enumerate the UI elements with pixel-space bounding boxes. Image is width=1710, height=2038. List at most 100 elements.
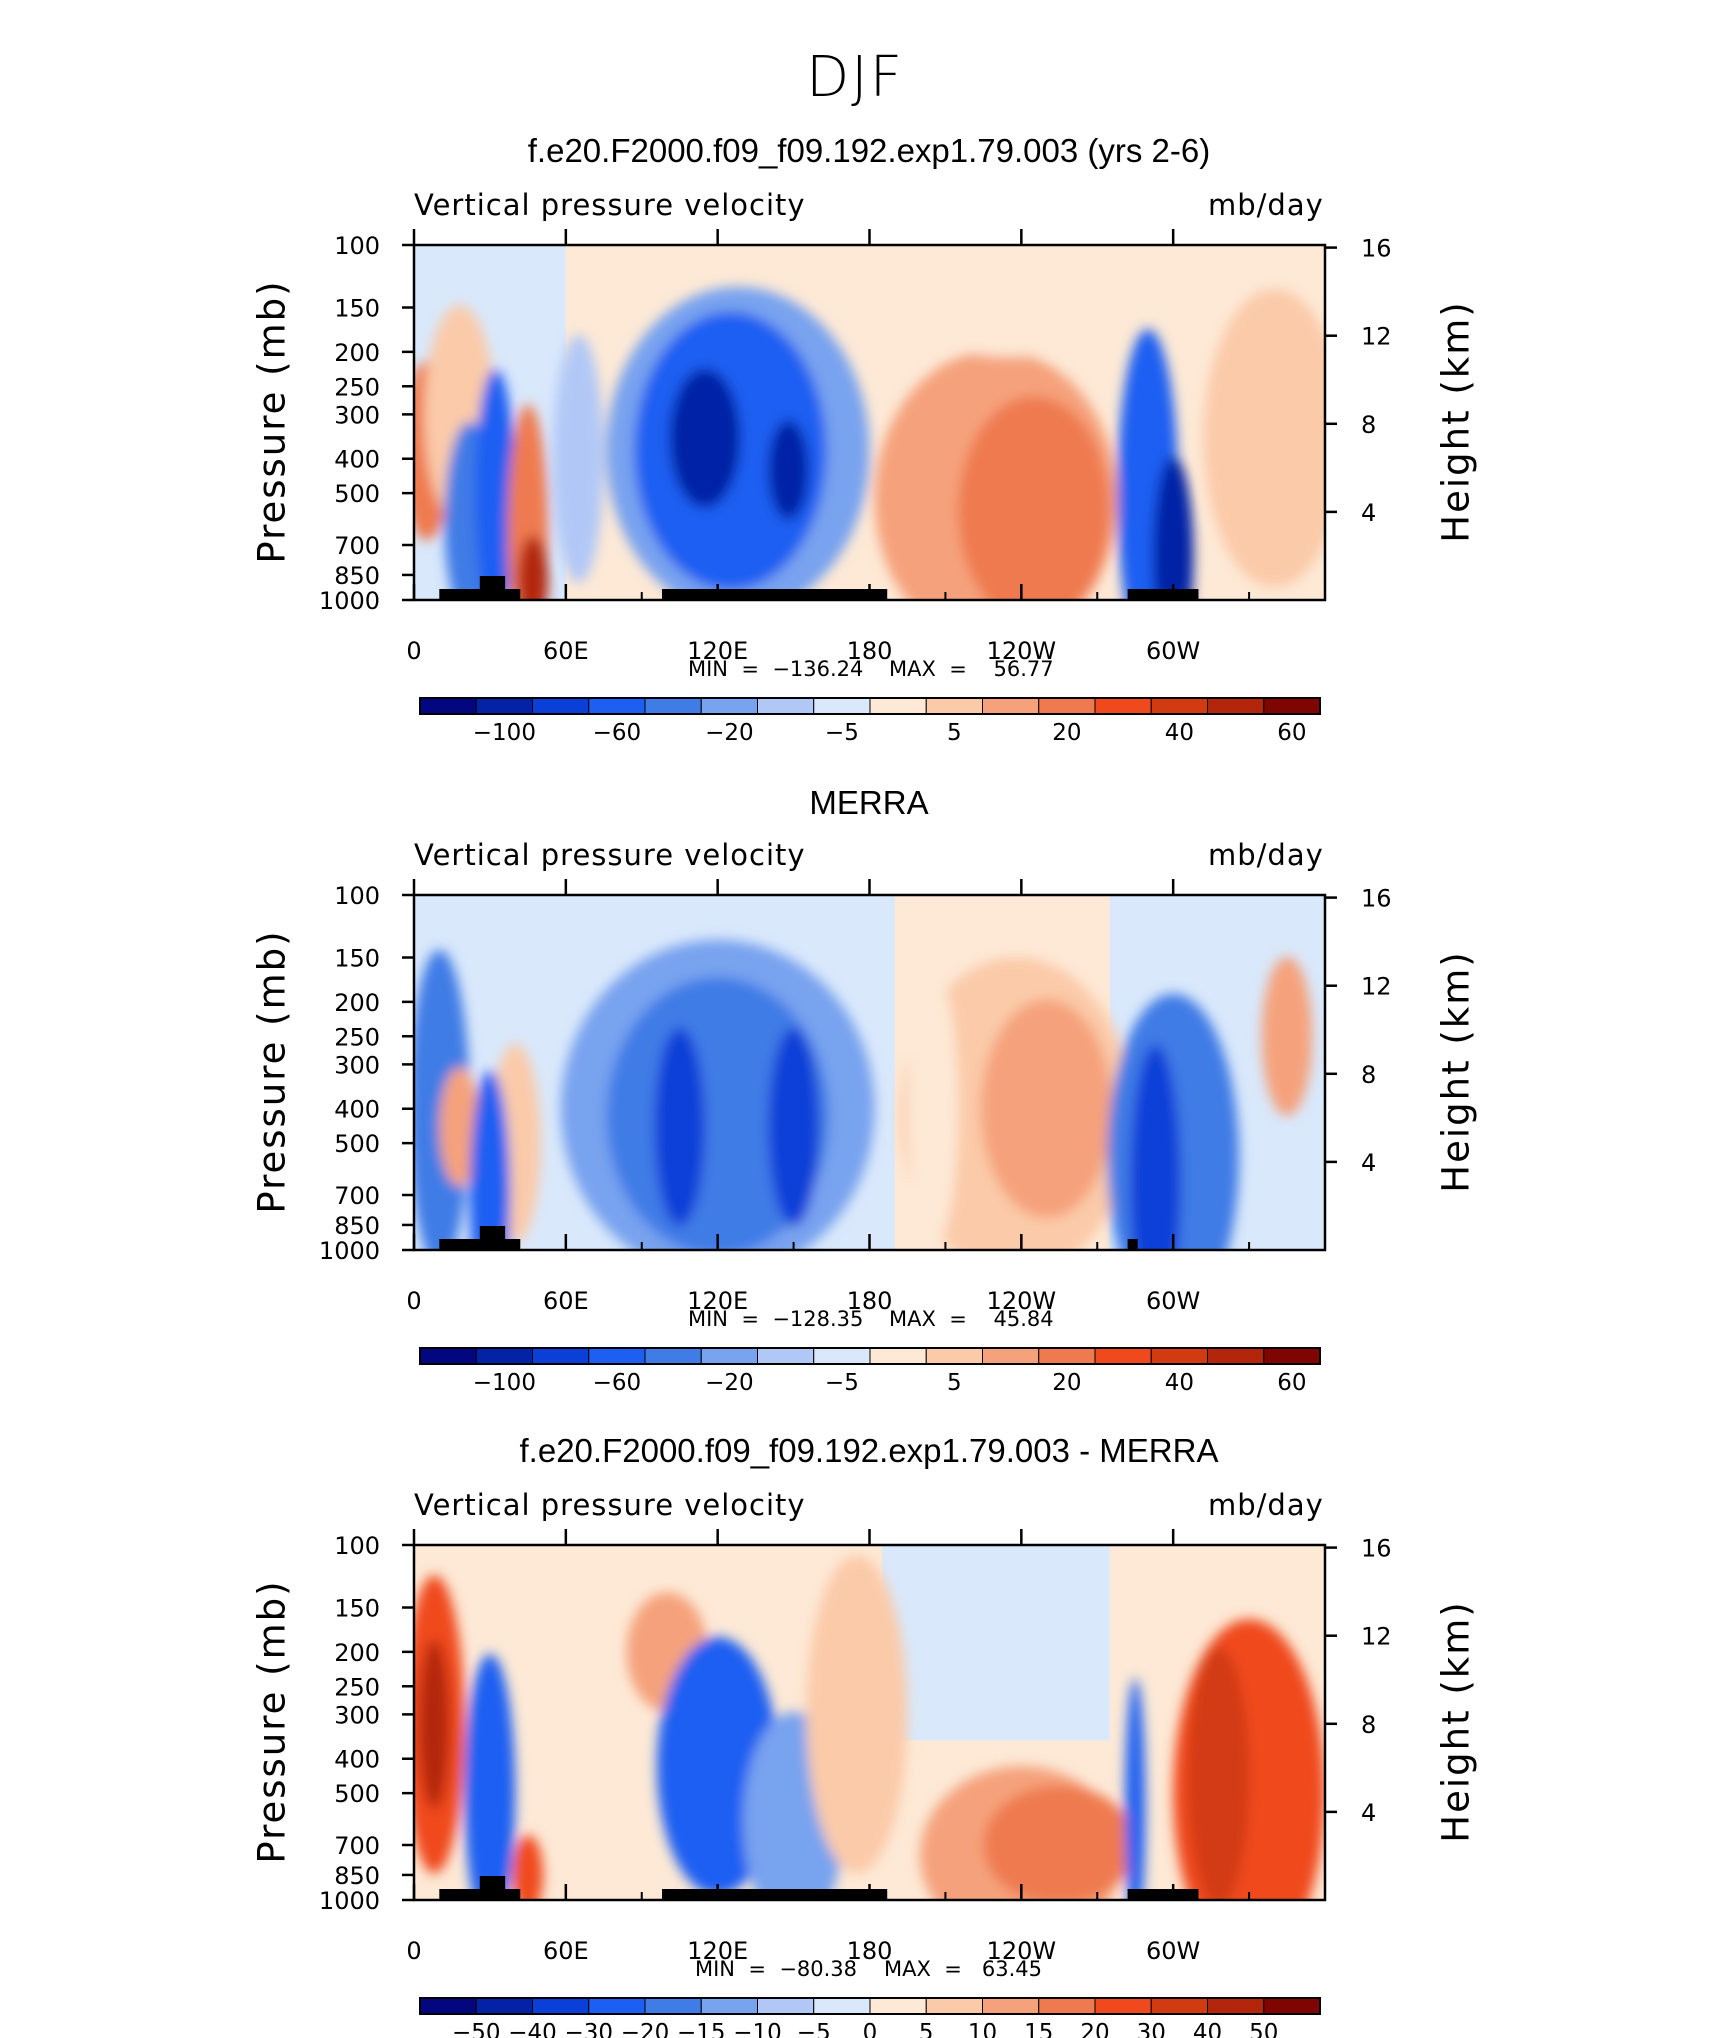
- colorbar-swatch: [644, 1347, 702, 1365]
- colorbar-label: −30: [564, 2020, 613, 2038]
- x-tick-label: 120W: [987, 637, 1057, 665]
- colorbar-swatch: [1038, 697, 1096, 715]
- x-tick-label: 120E: [687, 1937, 748, 1965]
- max-label: MAX = 56.77: [889, 657, 1054, 681]
- contour-blob: [464, 1654, 516, 1900]
- x-tick-label: 60E: [543, 1287, 589, 1315]
- contour-blob: [983, 1785, 1136, 1900]
- colorbar-swatch: [419, 1347, 477, 1365]
- min-label: MIN = −128.35: [688, 1307, 864, 1331]
- field-contours: [414, 286, 1325, 600]
- contour-blob: [1188, 1647, 1250, 1900]
- colorbar-swatch: [1207, 697, 1265, 715]
- colorbar-label: 40: [1165, 1370, 1194, 1396]
- colorbar-swatch: [1263, 1347, 1321, 1365]
- colorbar-swatch: [925, 1347, 983, 1365]
- colorbar-swatch: [757, 1347, 815, 1365]
- contour-blob: [768, 420, 809, 520]
- x-tick-label: 180: [847, 1937, 893, 1965]
- colorbar-label: 50: [1249, 2020, 1278, 2038]
- y-tick-label: 150: [334, 1595, 380, 1623]
- colorbar-swatch: [869, 1347, 927, 1365]
- y-right-tick-label: 4: [1361, 1799, 1376, 1827]
- contour-blob: [439, 1067, 480, 1187]
- y-right-tick-label: 8: [1361, 1711, 1376, 1739]
- y-right-tick-label: 16: [1361, 1535, 1392, 1563]
- colorbar-swatch: [644, 1997, 702, 2015]
- min-label: MIN = −80.38: [695, 1957, 858, 1981]
- colorbar-label: 60: [1277, 720, 1306, 746]
- colorbar-label: 30: [1137, 2020, 1166, 2038]
- topography-mask: [479, 1226, 506, 1250]
- colorbar-label: −5: [825, 720, 859, 746]
- y-right-tick-label: 4: [1361, 499, 1376, 527]
- y-tick-label: 400: [334, 1096, 380, 1124]
- units-label: mb/day: [1208, 838, 1324, 872]
- x-tick-label: 120W: [987, 1937, 1057, 1965]
- contour-blob: [1152, 456, 1194, 600]
- y-tick-label: 850: [334, 1862, 380, 1890]
- x-tick-label: 120W: [987, 1287, 1057, 1315]
- y-tick-label: 500: [334, 1780, 380, 1808]
- y-tick-label: 300: [334, 1051, 380, 1079]
- y-tick-label: 1000: [319, 1237, 380, 1265]
- y-tick-label: 200: [334, 339, 380, 367]
- y-right-tick-label: 16: [1361, 235, 1392, 263]
- panel-title-model: f.e20.F2000.f09_f09.192.exp1.79.003 (yrs…: [527, 132, 1211, 169]
- y-tick-label: 500: [334, 480, 380, 508]
- x-tick-label: 120E: [687, 1287, 748, 1315]
- colorbar: −100 −60 −20 −5 5 20 40 60: [419, 1347, 1321, 1396]
- y-right-tick-label: 12: [1361, 973, 1392, 1001]
- contour-blob: [512, 1835, 544, 1900]
- colorbar-frame: [419, 1347, 1321, 1365]
- colorbar-swatch: [532, 697, 590, 715]
- contour-blob: [553, 334, 604, 583]
- contour-blob: [1203, 289, 1325, 588]
- heatmap-field: [414, 1545, 1325, 1900]
- x-tick-label: 60W: [1146, 1287, 1200, 1315]
- y-tick-label: 100: [334, 232, 380, 260]
- variable-label: Vertical pressure velocity: [414, 838, 806, 872]
- colorbar-swatch: [475, 1997, 533, 2015]
- contour-blob: [980, 999, 1113, 1219]
- colorbar-swatch: [1038, 1347, 1096, 1365]
- variable-label: Vertical pressure velocity: [414, 188, 806, 222]
- contour-blob: [907, 969, 959, 1248]
- colorbar-swatch: [982, 1347, 1040, 1365]
- colorbar-label: −15: [677, 2020, 726, 2038]
- y-tick-label: 400: [334, 446, 380, 474]
- contour-blob: [654, 1027, 706, 1227]
- colorbar-label: −60: [593, 720, 642, 746]
- colorbar-label: 40: [1165, 720, 1194, 746]
- y-tick-label: 700: [334, 1832, 380, 1860]
- contour-blob: [507, 404, 549, 600]
- x-tick-label: 60E: [543, 637, 589, 665]
- colorbar-swatch: [644, 697, 702, 715]
- contour-blob: [1130, 1044, 1181, 1250]
- colorbar-frame: [419, 697, 1321, 715]
- colorbar-label: −5: [825, 1370, 859, 1396]
- y-tick-label: 1000: [319, 1887, 380, 1915]
- y-tick-label: 200: [334, 989, 380, 1017]
- colorbar-swatch: [1094, 1347, 1152, 1365]
- colorbar-label: −50: [452, 2020, 501, 2038]
- y-tick-label: 150: [334, 945, 380, 973]
- x-tick-label: 180: [847, 1287, 893, 1315]
- y-tick-label: 100: [334, 882, 380, 910]
- x-tick-label: 120E: [687, 637, 748, 665]
- contour-blob: [1125, 1678, 1146, 1900]
- colorbar-swatch: [588, 1997, 646, 2015]
- colorbar-label: 20: [1052, 1370, 1081, 1396]
- page-title: DJF: [806, 45, 904, 110]
- colorbar-label: −10: [733, 2020, 782, 2038]
- colorbar-swatch: [813, 1997, 871, 2015]
- colorbar-swatch: [475, 1347, 533, 1365]
- y-tick-label: 400: [334, 1746, 380, 1774]
- y-right-tick-label: 4: [1361, 1149, 1376, 1177]
- colorbar-swatch: [1094, 697, 1152, 715]
- y-tick-label: 500: [334, 1130, 380, 1158]
- topography-mask: [661, 1889, 888, 1900]
- y-tick-label: 700: [334, 1182, 380, 1210]
